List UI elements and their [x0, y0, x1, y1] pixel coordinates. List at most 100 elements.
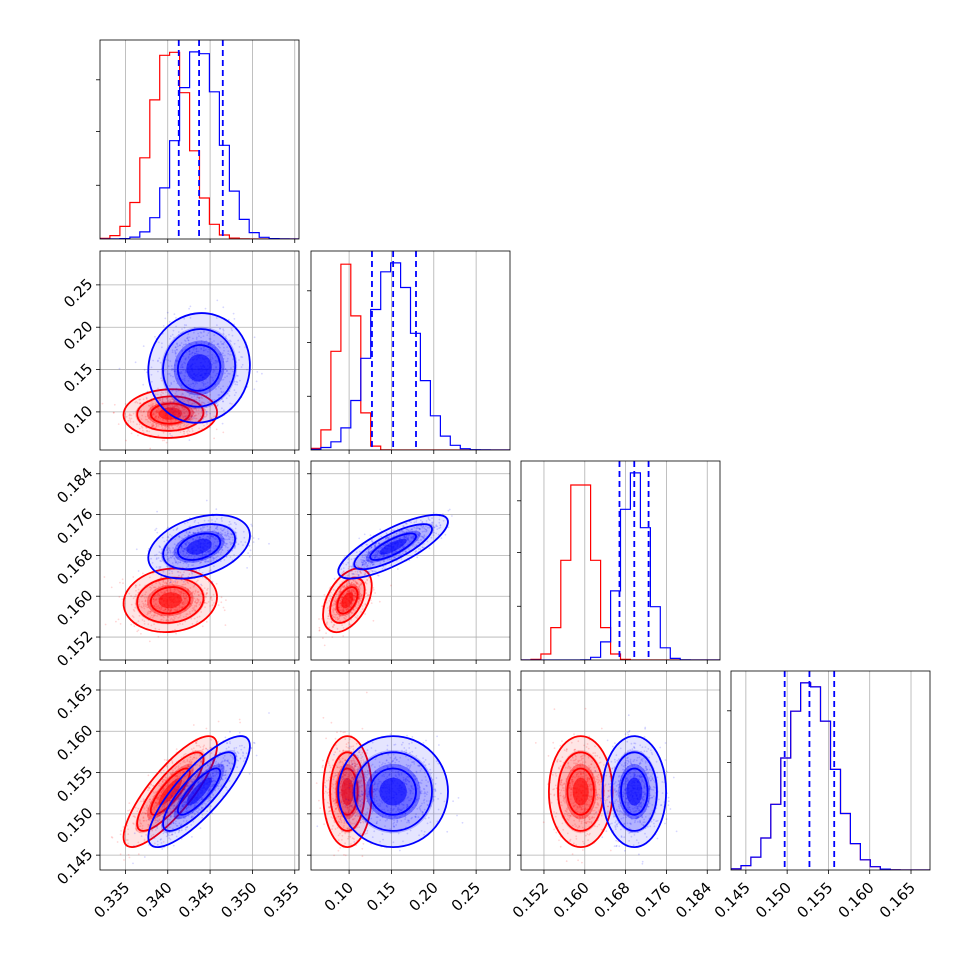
scatter-point: [195, 605, 198, 608]
scatter-point: [175, 419, 177, 422]
scatter-point: [211, 535, 214, 538]
scatter-point: [180, 387, 182, 390]
scatter-point: [361, 579, 364, 581]
scatter-point: [209, 358, 212, 361]
scatter-point: [207, 354, 210, 357]
contour-line: [149, 402, 191, 425]
scatter-point: [252, 541, 255, 543]
scatter-point: [203, 408, 206, 411]
scatter-point: [189, 305, 192, 308]
scatter-point: [180, 342, 183, 344]
scatter-point: [144, 593, 147, 596]
scatter-point: [185, 542, 188, 545]
panel-2-0: [100, 461, 299, 660]
scatter-point: [215, 355, 217, 358]
scatter-point: [168, 373, 171, 375]
scatter-point: [218, 548, 221, 551]
scatter-point: [358, 537, 361, 540]
scatter-point: [189, 603, 192, 605]
scatter-point: [200, 415, 203, 418]
scatter-point: [187, 582, 190, 585]
scatter-point: [158, 408, 160, 411]
scatter-point: [148, 405, 151, 407]
scatter-point: [161, 425, 163, 428]
scatter-point: [134, 361, 137, 364]
scatter-point: [230, 340, 232, 343]
scatter-point: [191, 410, 194, 412]
scatter-point: [370, 602, 373, 604]
scatter-point: [188, 591, 191, 593]
scatter-point: [148, 410, 151, 413]
scatter-point: [178, 608, 181, 610]
scatter-point: [187, 429, 190, 431]
scatter-point: [132, 597, 135, 600]
scatter-point: [149, 610, 152, 613]
scatter-point: [158, 416, 160, 419]
scatter-point: [204, 307, 207, 310]
scatter-point: [213, 529, 216, 532]
scatter-point: [159, 546, 161, 548]
scatter-point: [207, 560, 210, 563]
scatter-point: [191, 418, 194, 421]
scatter-point: [199, 536, 201, 539]
scatter-point: [202, 347, 205, 349]
scatter-point: [199, 554, 201, 557]
scatter-point: [451, 515, 453, 517]
scatter-point: [149, 612, 151, 615]
scatter-point: [193, 412, 196, 414]
scatter-point: [179, 561, 182, 564]
scatter-point: [165, 610, 168, 613]
scatter-point: [194, 383, 197, 385]
scatter-point: [183, 317, 186, 320]
scatter-point: [128, 417, 131, 420]
scatter-point: [205, 415, 208, 417]
scatter-point: [226, 543, 228, 545]
scatter-point: [372, 619, 375, 622]
scatter-point: [232, 312, 235, 315]
scatter-point: [152, 414, 154, 416]
scatter-point: [231, 533, 234, 536]
scatter-point: [202, 553, 204, 556]
scatter-point: [140, 411, 143, 413]
scatter-point: [152, 413, 154, 415]
scatter-point: [205, 596, 208, 598]
scatter-point: [202, 349, 205, 352]
scatter-point: [216, 555, 219, 558]
scatter-point: [167, 551, 170, 553]
scatter-point: [147, 603, 150, 606]
scatter-point: [198, 599, 200, 601]
scatter-point: [135, 584, 137, 587]
scatter-point: [211, 580, 214, 583]
scatter-point: [179, 426, 181, 428]
scatter-point: [187, 418, 190, 421]
scatter-point: [185, 594, 188, 596]
scatter-point: [231, 549, 234, 552]
scatter-point: [165, 582, 168, 584]
scatter-point: [160, 560, 163, 563]
scatter-point: [188, 439, 191, 441]
scatter-point: [237, 375, 239, 377]
scatter-point: [232, 358, 234, 361]
scatter-point: [224, 544, 227, 547]
scatter-point: [166, 420, 169, 423]
scatter-point: [180, 405, 183, 407]
scatter-point: [219, 387, 222, 390]
scatter-point: [220, 551, 223, 553]
scatter-point: [146, 611, 149, 614]
scatter-point: [220, 546, 223, 549]
scatter-point: [333, 577, 336, 580]
scatter-point: [153, 595, 156, 597]
scatter-point: [181, 350, 184, 353]
scatter-point: [189, 525, 192, 527]
scatter-point: [157, 434, 160, 437]
scatter-point: [180, 591, 183, 594]
scatter-point: [159, 567, 162, 570]
scatter-point: [156, 425, 158, 427]
scatter-point: [186, 599, 189, 602]
scatter-point: [162, 419, 165, 422]
scatter-point: [151, 405, 154, 407]
scatter-point: [145, 429, 148, 432]
scatter-point: [171, 369, 173, 371]
scatter-point: [197, 350, 200, 353]
scatter-point: [204, 601, 206, 604]
